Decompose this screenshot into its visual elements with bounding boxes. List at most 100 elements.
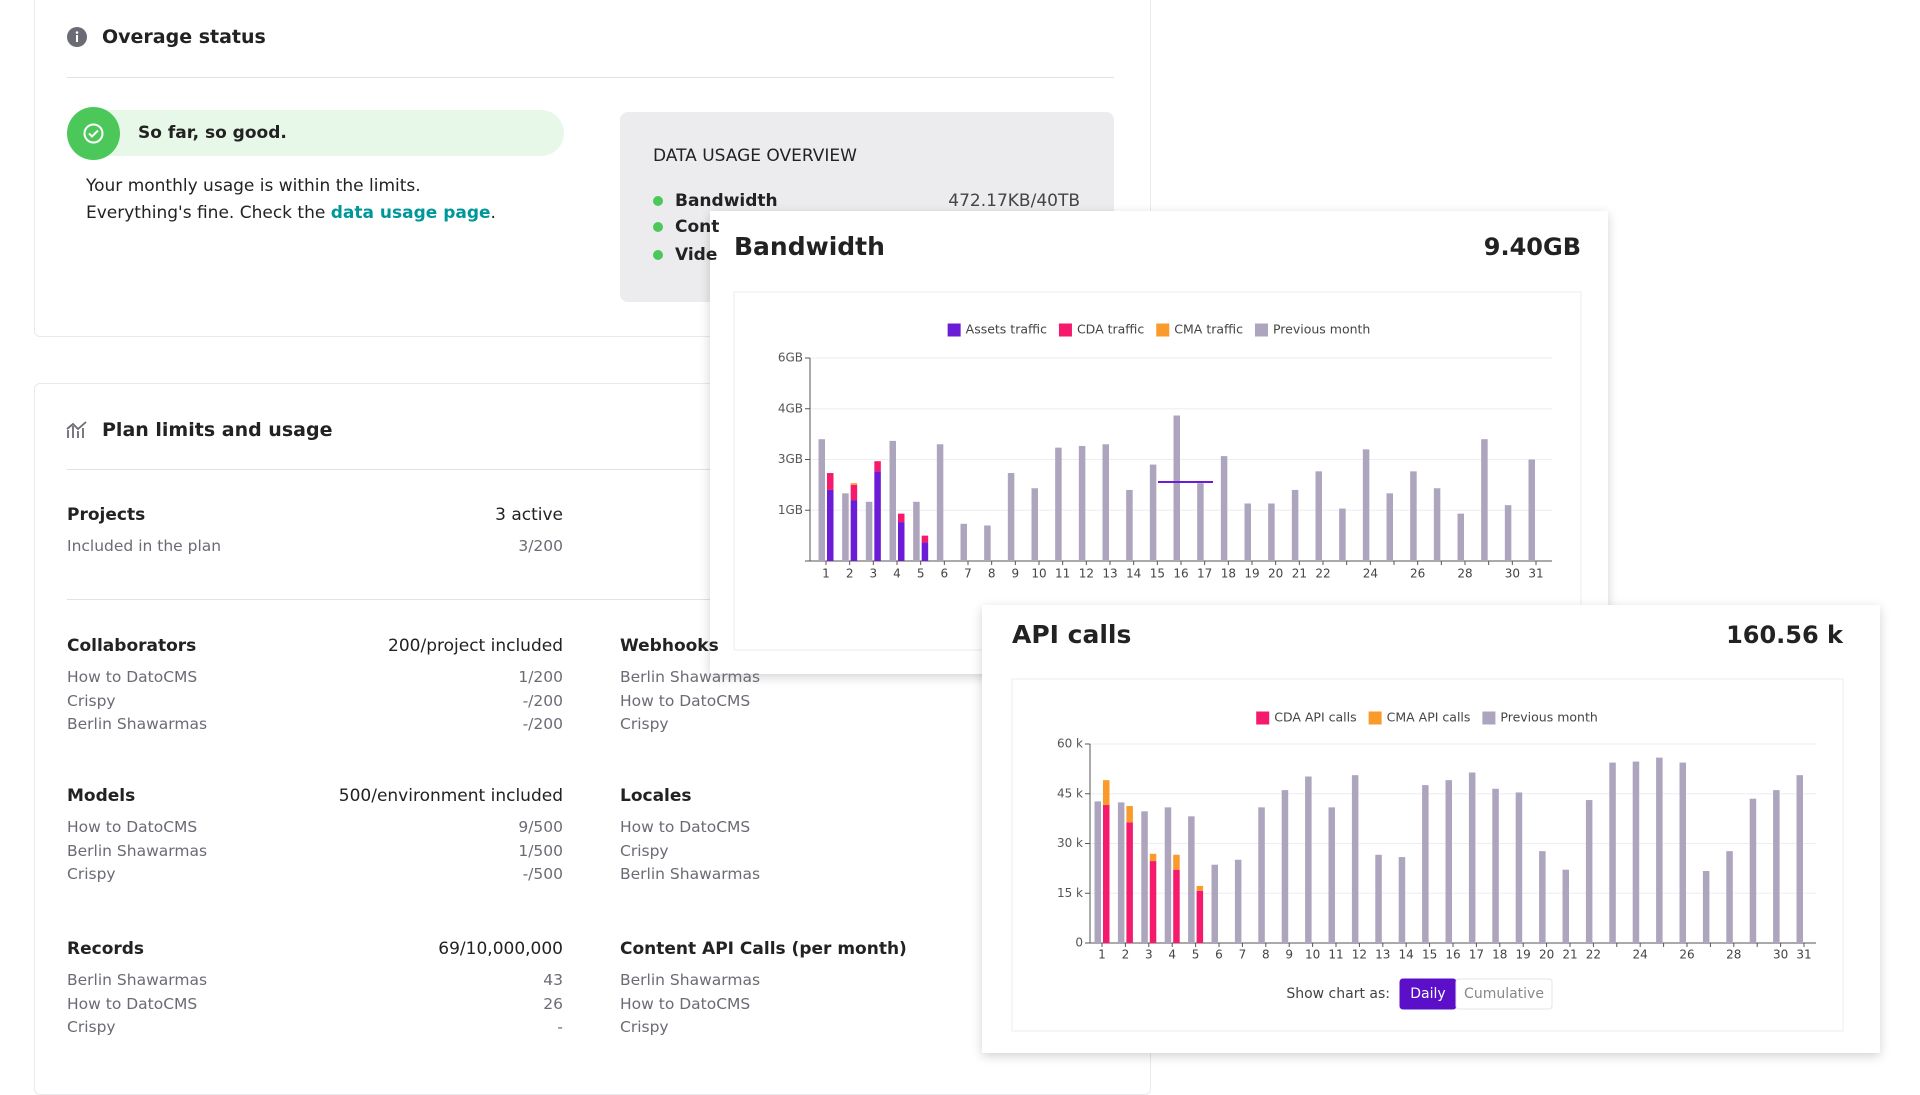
limit-row-name: Berlin Shawarmas: [620, 668, 761, 686]
bar: [1632, 761, 1640, 943]
bar-segment: [874, 471, 881, 561]
bar: [1126, 489, 1133, 561]
legend-swatch: [947, 323, 961, 337]
chart: Bandwidth 9.40GB Assets traffic CDA traffic…: [733, 232, 1582, 651]
bar: [842, 493, 849, 561]
bar: [1188, 816, 1195, 943]
bar: [1141, 811, 1148, 943]
bar: [1007, 473, 1015, 561]
x-tick-label: 22: [1586, 948, 1601, 962]
limit-row-value: -/200: [522, 715, 563, 733]
legend: Assets traffic CDA traffic CMA traffic Prev…: [947, 322, 1370, 337]
limit-title: Content API Calls (per month): [620, 939, 907, 959]
bar: [1102, 444, 1109, 561]
bar: [1258, 807, 1265, 943]
limit-row-name: Crispy: [620, 1018, 669, 1036]
y-tick-label: 1GB: [778, 503, 803, 517]
info-icon: [67, 27, 87, 47]
x-tick-label: 26: [1410, 567, 1425, 581]
overview-label: Vide: [675, 245, 718, 265]
bar: [913, 501, 920, 561]
limit-title: Collaborators: [67, 636, 197, 656]
status-message: Your monthly usage is within the limits.…: [86, 173, 526, 227]
x-tick-label: 6: [941, 567, 949, 581]
bar: [1234, 859, 1242, 943]
status-dot: [653, 250, 663, 260]
x-tick-label: 9: [1285, 948, 1293, 962]
bar: [984, 525, 991, 561]
limit-row-name: Berlin Shawarmas: [620, 865, 761, 883]
limit-row-name: Crispy: [620, 715, 669, 733]
y-tick-label: 60 k: [1057, 737, 1083, 751]
bar: [1351, 775, 1359, 943]
bar-segment: [1103, 780, 1110, 806]
status-pill: [67, 110, 564, 156]
x-tick-label: 3: [1145, 948, 1153, 962]
x-tick-label: 24: [1633, 948, 1648, 962]
x-tick-label: 28: [1457, 567, 1472, 581]
bar: [1749, 798, 1757, 943]
bar: [1078, 445, 1086, 561]
bar: [1197, 483, 1204, 561]
bandwidth-panel: Bandwidth 9.40GB Assets traffic CDA traffic…: [710, 211, 1608, 674]
bar: [1445, 780, 1452, 943]
bar: [1281, 790, 1289, 943]
bar-segment: [1173, 854, 1180, 870]
legend-label: CDA traffic: [1077, 322, 1144, 337]
bar: [1562, 869, 1569, 943]
bar: [1220, 456, 1228, 561]
bar: [1539, 851, 1546, 943]
toggle-option[interactable]: [1455, 978, 1553, 1010]
toggle-option-label[interactable]: Daily: [1410, 986, 1445, 1002]
bar: [1468, 772, 1476, 943]
x-tick-label: 18: [1221, 567, 1236, 581]
chart-title: Bandwidth: [734, 232, 885, 261]
x-tick-label: 5: [917, 567, 925, 581]
chart-total: 160.56 k: [1726, 621, 1844, 649]
bar: [1094, 801, 1101, 943]
limit-row-value: -: [557, 1018, 563, 1036]
limit-row-value: -/500: [522, 865, 563, 883]
bar: [1515, 792, 1523, 943]
x-tick-label: 18: [1492, 948, 1507, 962]
bar-segment: [921, 535, 929, 543]
chart-box: [733, 291, 1582, 651]
bar: [1315, 471, 1322, 561]
limit-row-name: Berlin Shawarmas: [67, 841, 208, 860]
bar: [1117, 802, 1125, 943]
legend-label: Previous month: [1273, 322, 1370, 337]
bar-segment: [827, 473, 834, 490]
legend-label: Previous month: [1500, 710, 1597, 725]
bar: [960, 523, 967, 561]
toggle-label: Show chart as:: [1286, 986, 1390, 1002]
legend-swatch: [1058, 323, 1072, 337]
bar: [1386, 493, 1393, 561]
toggle-option-label[interactable]: Cumulative: [1464, 986, 1544, 1002]
y-tick-label: 4GB: [778, 401, 803, 415]
limit-row-name: How to DatoCMS: [620, 994, 751, 1013]
x-tick-label: 20: [1268, 567, 1283, 581]
limit-row-value: 9/500: [518, 818, 563, 836]
legend-swatch: [1256, 711, 1270, 725]
x-tick-label: 2: [1122, 948, 1130, 962]
bar: [1679, 762, 1686, 943]
x-tick-label: 28: [1726, 948, 1741, 962]
bar: [1457, 513, 1464, 561]
x-tick-label: 4: [1168, 948, 1176, 962]
y-tick-label: 30 k: [1057, 836, 1083, 850]
bar: [1585, 800, 1593, 943]
usage-link[interactable]: data usage page: [330, 203, 491, 223]
x-tick-label: 4: [893, 567, 901, 581]
check-icon: [67, 107, 120, 160]
status-text: So far, so good.: [138, 123, 287, 143]
x-tick-label: 16: [1445, 948, 1460, 962]
overview-value: 472.17KB/40TB: [948, 191, 1080, 211]
bar-segment: [898, 513, 905, 523]
bar: [1726, 851, 1733, 943]
overview-label: Bandwidth: [675, 191, 778, 211]
bar-segment: [1196, 885, 1204, 891]
bar: [889, 440, 896, 561]
bar: [1702, 871, 1710, 943]
limit-row-name: How to DatoCMS: [67, 818, 198, 836]
x-tick-label: 13: [1102, 567, 1117, 581]
